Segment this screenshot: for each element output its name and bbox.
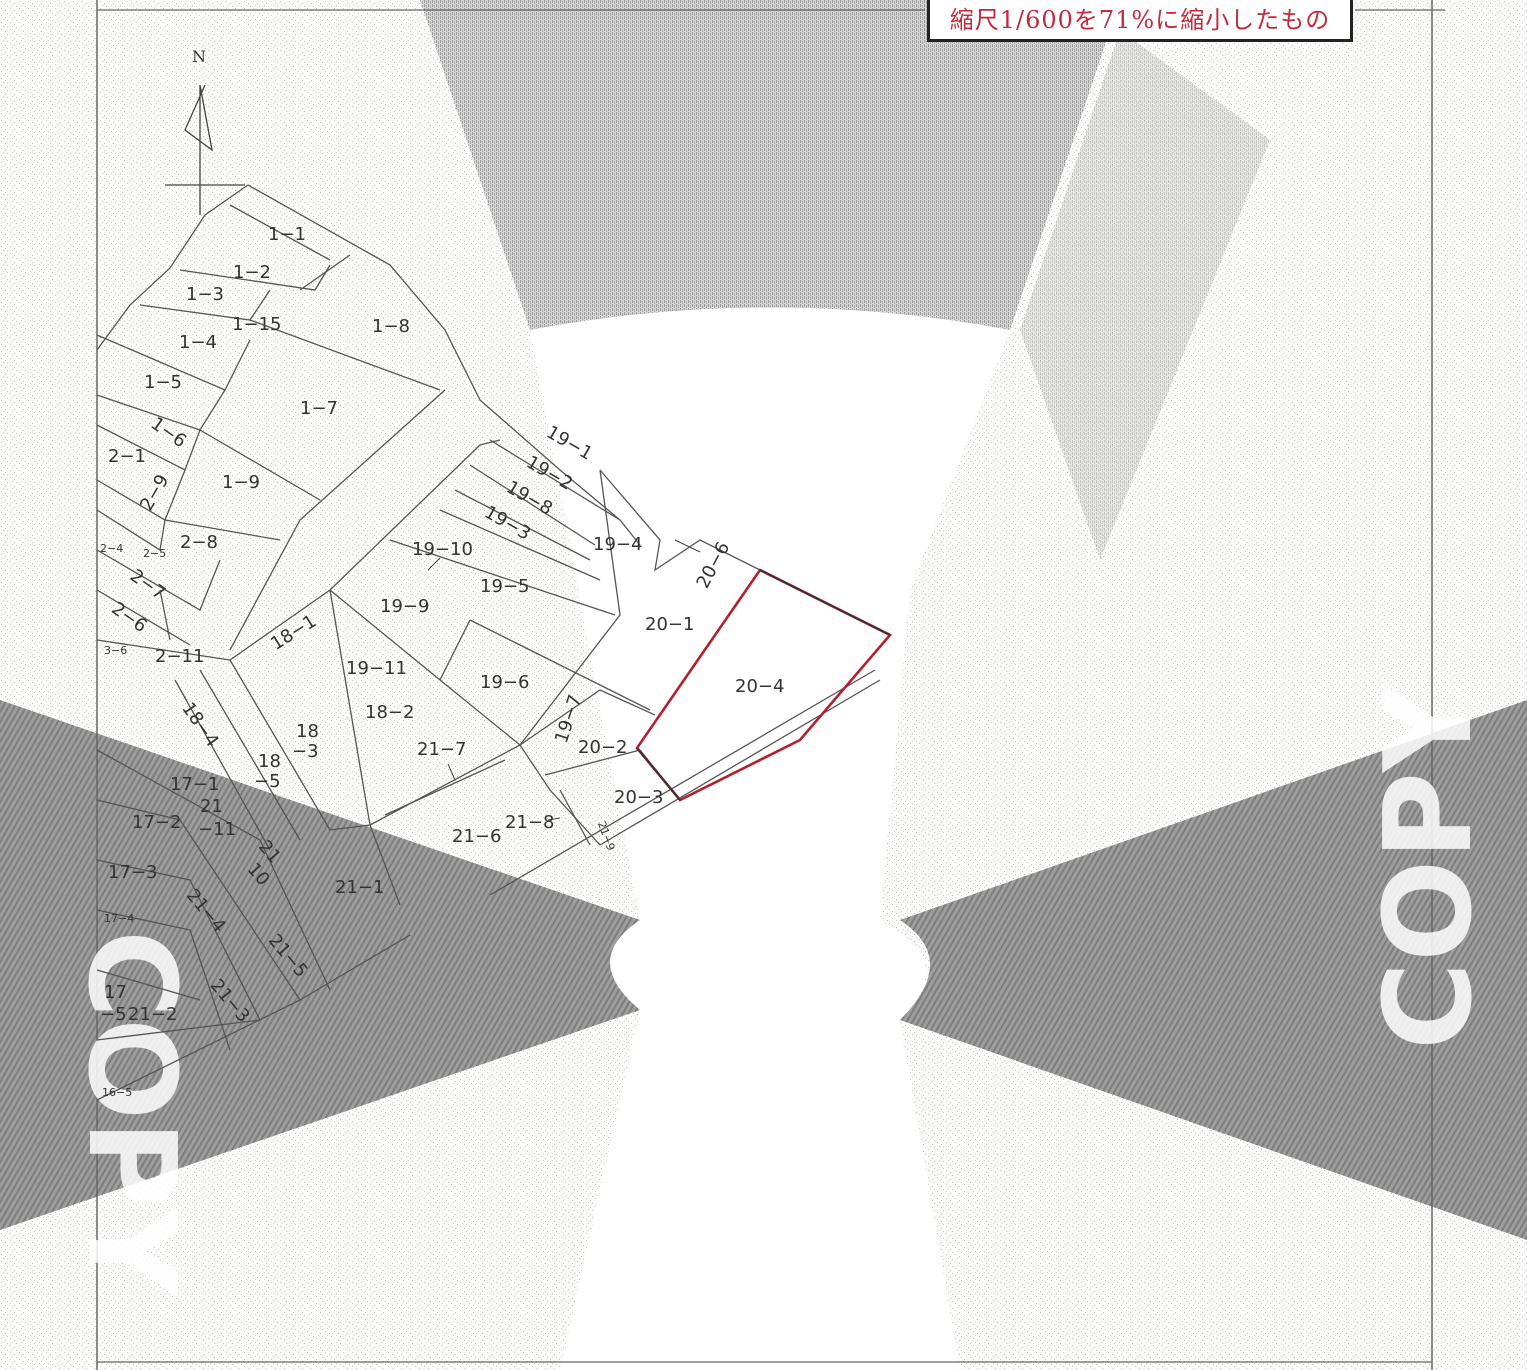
lot-17-3: 17−3 (108, 862, 157, 883)
lot-1-3: 1−3 (186, 284, 224, 305)
lot-19-4: 19−4 (593, 534, 642, 555)
lot-18-2: 18−2 (365, 702, 414, 723)
lot-18-5b: −5 (254, 771, 281, 792)
lot-17-4: 17−4 (104, 912, 134, 925)
lot-20-4: 20−4 (735, 676, 784, 697)
lot-20-2: 20−2 (578, 737, 627, 758)
lot-1-4: 1−4 (179, 332, 217, 353)
lot-17-5b: −5 (100, 1004, 127, 1025)
lot-3-6: 3−6 (104, 644, 127, 657)
watermark-copy-left: COPY (61, 930, 200, 1297)
watermark-copy-right: COPY (1360, 683, 1499, 1050)
lot-17-2: 17−2 (132, 812, 181, 833)
lot-16-5: 16−5 (102, 1086, 132, 1099)
watermark-band-right (900, 700, 1527, 1240)
lot-1-1: 1−1 (268, 224, 306, 245)
lot-2-11: 2−11 (155, 646, 204, 667)
lot-1-2: 1−2 (233, 262, 271, 283)
watermark-band-left (0, 700, 640, 1230)
watermark-fan-top (420, 0, 1120, 330)
lot-19-10: 19−10 (412, 539, 473, 560)
lot-21-11b: −11 (198, 819, 236, 840)
north-label: N (192, 47, 206, 66)
lot-2-8: 2−8 (180, 532, 218, 553)
lot-21-8: 21−8 (505, 812, 554, 833)
lot-1-7: 1−7 (300, 398, 338, 419)
north-arrow: N (165, 47, 245, 215)
lot-17-1: 17−1 (170, 774, 219, 795)
lot-1-9: 1−9 (222, 472, 260, 493)
lot-1-15: 1−15 (232, 314, 281, 335)
lot-20-3: 20−3 (614, 787, 663, 808)
lot-19-6: 19−6 (480, 672, 529, 693)
watermark-center-cutout (530, 307, 1010, 1370)
lot-2-1: 2−1 (108, 446, 146, 467)
lot-19-9: 19−9 (380, 596, 429, 617)
lot-21-6: 21−6 (452, 826, 501, 847)
lot-1-5: 1−5 (144, 372, 182, 393)
parcel-boundaries (96, 184, 891, 1101)
subject-lot-edge-north (759, 569, 891, 636)
scale-note: 縮尺1/600を71%に縮小したもの (927, 0, 1353, 42)
lot-19-11: 19−11 (346, 658, 407, 679)
subject-lot-edge (636, 747, 681, 801)
lot-18-3b: −3 (292, 741, 319, 762)
lot-21-11a: 21 (200, 796, 223, 817)
lot-21-7: 21−7 (417, 739, 466, 760)
lot-20-1: 20−1 (645, 614, 694, 635)
watermark-fan-right (1020, 30, 1270, 560)
leader-arrows (427, 539, 701, 821)
lot-21-2: 21−2 (128, 1004, 177, 1025)
lot-2-4: 2−4 (100, 542, 123, 555)
lot-1-8: 1−8 (372, 316, 410, 337)
lot-18-5a: 18 (258, 751, 281, 772)
lot-21-1: 21−1 (335, 877, 384, 898)
lot-2-5: 2−5 (143, 547, 166, 560)
lot-19-5: 19−5 (480, 576, 529, 597)
lot-17-5a: 17 (104, 982, 127, 1003)
lot-18-3a: 18 (296, 721, 319, 742)
